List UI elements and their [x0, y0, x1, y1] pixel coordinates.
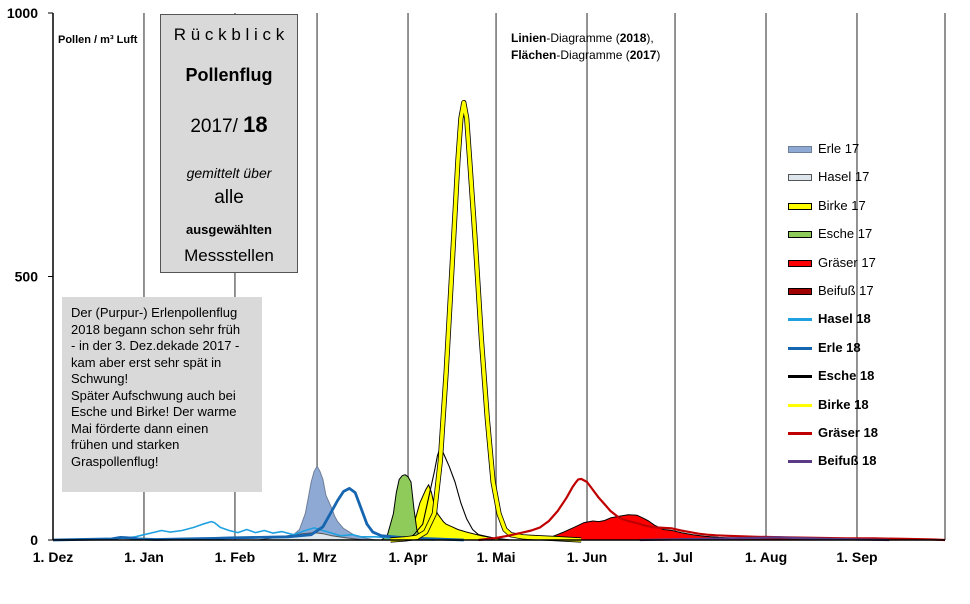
legend-label: Birke 18: [818, 396, 869, 412]
legend-line: [788, 318, 812, 322]
note-line: Graspollenflug!: [71, 453, 159, 469]
note-line: 2018 begann schon sehr früh: [71, 321, 241, 337]
subtitle-line2-rest: -Diagramme (: [556, 48, 630, 62]
subtitle-line2-bold: Flächen: [511, 48, 557, 62]
legend-swatch: [788, 231, 812, 239]
x-tick-label: 1. Jun: [567, 549, 607, 565]
legend-swatch: [788, 174, 812, 182]
title-pollenflug: Pollenflug: [185, 65, 273, 85]
legend-label: Esche 17: [818, 226, 873, 242]
title-alle: alle: [214, 187, 244, 208]
title-year-2017: 2017/: [190, 116, 238, 137]
title-rueckblick: R ü c k b l i c k: [173, 25, 285, 44]
legend-swatch: [788, 202, 812, 210]
note-line: frühen und starken: [71, 437, 180, 452]
legend-line: [788, 375, 812, 379]
subtitle-line2-year: 2017: [629, 48, 657, 62]
x-tick-label: 1. Sep: [836, 549, 877, 565]
x-tick-label: 1. Dez: [33, 549, 73, 565]
title-year-18: 18: [243, 112, 268, 137]
legend-label: Gräser 17: [818, 254, 876, 270]
x-tick-label: 1. Apr: [388, 549, 428, 565]
subtitle-line1-year: 2018: [619, 31, 647, 45]
line-series: [404, 447, 508, 541]
title-ausgewaehlten: ausgewählten: [186, 222, 272, 237]
legend-line: [788, 460, 812, 464]
legend-label: Gräser 18: [818, 425, 878, 440]
legend-label: Birke 17: [818, 197, 866, 213]
line-series: [52, 486, 464, 542]
note-line: Später Aufschwung auch bei: [71, 387, 236, 403]
x-tick-label: 1. Mai: [477, 549, 516, 565]
legend-swatch: [788, 288, 812, 295]
title-years: 2017/ 18: [161, 112, 297, 138]
subtitle-line1-rest: -Diagramme (: [546, 31, 620, 45]
legend-swatch: [788, 259, 812, 267]
legend-swatch: [788, 146, 812, 153]
y-tick-label: 1000: [7, 5, 38, 21]
note-line: kam aber erst sehr spät in: [71, 354, 222, 370]
y-tick-label: 0: [30, 532, 38, 548]
note-line: - in der 3. Dez.dekade 2017 -: [71, 338, 240, 353]
subtitle-line1-bold: Linien: [511, 31, 547, 45]
subtitle-line1-end: ),: [646, 31, 654, 45]
line-series-2018: [52, 99, 946, 543]
legend-label: Hasel 17: [818, 169, 870, 185]
x-tick-label: 1. Mrz: [297, 549, 337, 565]
axes: [48, 12, 945, 541]
legend-label: Beifuß 17: [818, 283, 874, 298]
chart-subtitle: Linien-Diagramme (2018), Flächen-Diagram…: [511, 30, 660, 64]
x-tick-label: 1. Feb: [215, 549, 255, 565]
legend-label: Erle 17: [818, 141, 860, 156]
subtitle-line2-end: ): [656, 48, 661, 62]
x-tick-labels: 1. Dez 1. Jan 1. Feb 1. Mrz 1. Apr 1. Mai 1. J…: [33, 549, 878, 565]
y-axis-unit-label: Pollen / m³ Luft: [58, 34, 138, 46]
note-line: Schwung!: [71, 371, 129, 386]
legend-label: Esche 18: [818, 368, 875, 384]
legend-line: [788, 346, 812, 350]
x-tick-label: 1. Jul: [657, 549, 693, 565]
note-line: Esche und Birke! Der warme: [71, 404, 237, 419]
line-series: [639, 536, 890, 542]
legend-label: Erle 18: [818, 339, 861, 355]
legend-line: [788, 403, 812, 407]
title-messstellen: Messstellen: [184, 246, 274, 265]
line-series: [52, 520, 435, 541]
note-box: Der (Purpur-) Erlenpollenflug 2018 began…: [62, 297, 262, 492]
legend-label: Beifuß 18: [818, 453, 877, 469]
x-tick-label: 1. Aug: [745, 549, 787, 565]
y-tick-label: 500: [15, 269, 39, 285]
title-gemittelt: gemittelt über: [186, 165, 272, 181]
x-tick-label: 1. Jan: [124, 549, 164, 565]
legend-label: Hasel 18: [818, 311, 871, 327]
note-line: Der (Purpur-) Erlenpollenflug: [71, 305, 238, 320]
y-tick-labels: 0 500 1000: [7, 5, 38, 548]
title-box: R ü c k b l i c k Pollenflug 2017/ 18 ge…: [160, 14, 298, 273]
note-line: Mai förderte dann einen: [71, 420, 209, 436]
legend-line: [788, 432, 812, 435]
